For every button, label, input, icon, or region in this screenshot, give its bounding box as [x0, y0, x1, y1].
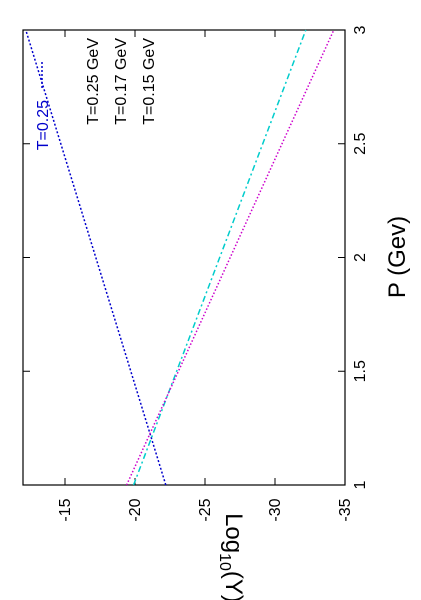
y-axis-title-tail: (Y)	[220, 571, 247, 600]
y-tick-label: -30	[267, 498, 284, 521]
y-axis-title-subscript: 10	[216, 553, 233, 571]
y-tick-label: -20	[127, 498, 144, 521]
x-tick-label: 3	[352, 25, 369, 34]
y-tick-label: -35	[337, 498, 354, 521]
tick-labels: 1 1.5 2 2.5 3 -35 -30 -25 -20 -15	[57, 25, 369, 521]
x-tick-label: 2.5	[352, 133, 369, 155]
ticks	[23, 29, 346, 486]
y-axis-title-main: Log	[220, 513, 247, 553]
legend-entry-2: T=0.17 GeV	[113, 38, 130, 125]
legend-entry-1: T=0.25 GeV	[85, 38, 102, 125]
x-tick-label: 1	[352, 480, 369, 489]
x-tick-label: 1.5	[352, 360, 369, 382]
legend: T=0.25 GeV T=0.17 GeV T=0.15 GeV	[85, 38, 158, 125]
x-tick-label: 2	[352, 253, 369, 262]
series-group	[25, 29, 335, 486]
series-line-2	[132, 29, 307, 486]
series-line-1	[25, 29, 167, 486]
y-tick-label: -15	[57, 498, 74, 521]
series-line-3	[125, 29, 335, 486]
plot-frame	[22, 29, 346, 486]
legend-entry-3: T=0.15 GeV	[141, 38, 158, 125]
y-tick-label: -25	[197, 498, 214, 521]
y-axis-title: Log10(Y)	[216, 513, 247, 600]
key-label: T=0.25	[35, 100, 52, 150]
x-axis-title: P (Gev)	[384, 216, 411, 298]
